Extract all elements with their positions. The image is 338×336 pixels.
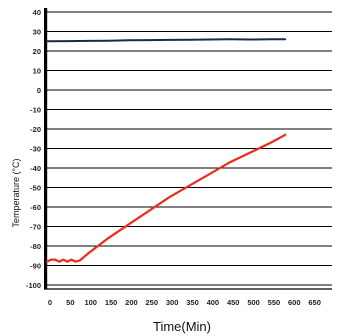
series-line-1 — [46, 38, 287, 43]
y-tick-label: 10 — [33, 66, 41, 75]
y-tick-label: -70 — [30, 222, 41, 231]
x-tick-label: 50 — [66, 298, 74, 307]
y-tick-label: 40 — [33, 8, 41, 17]
grid-layer — [47, 11, 332, 286]
y-tick-label: -40 — [30, 164, 41, 173]
y-tick-label: 20 — [33, 47, 41, 56]
x-tick-label: 0 — [48, 298, 52, 307]
x-tick-label: 100 — [84, 298, 97, 307]
y-axis-line — [44, 8, 48, 289]
x-tick-label: 150 — [105, 298, 118, 307]
x-tick-label: 300 — [166, 298, 179, 307]
y-tick-label: -50 — [30, 183, 41, 192]
x-tick-label: 250 — [146, 298, 159, 307]
y-axis-title: Temperature (°C) — [11, 158, 21, 227]
x-tick-label: 400 — [207, 298, 220, 307]
y-tick-label: 0 — [37, 86, 41, 95]
x-tick-label: 500 — [247, 298, 260, 307]
y-tick-label: -100 — [26, 281, 41, 290]
x-tick-label: 600 — [288, 298, 301, 307]
x-tick-label: 350 — [186, 298, 199, 307]
y-tick-label: -80 — [30, 242, 41, 251]
y-tick-label: -10 — [30, 105, 41, 114]
label-layer: 403020100-10-20-30-40-50-60-70-80-90-100… — [26, 8, 321, 307]
x-tick-label: 200 — [125, 298, 138, 307]
x-axis-title: Time(Min) — [153, 319, 211, 334]
y-tick-label: -20 — [30, 125, 41, 134]
axis-layer — [44, 8, 332, 290]
series-layer — [45, 38, 287, 263]
series-line-2 — [45, 133, 287, 263]
x-tick-label: 450 — [227, 298, 240, 307]
x-tick-label: 550 — [268, 298, 281, 307]
y-tick-label: -30 — [30, 144, 41, 153]
y-tick-label: -90 — [30, 261, 41, 270]
y-tick-label: -60 — [30, 203, 41, 212]
y-tick-label: 30 — [33, 27, 41, 36]
x-tick-label: 650 — [308, 298, 321, 307]
